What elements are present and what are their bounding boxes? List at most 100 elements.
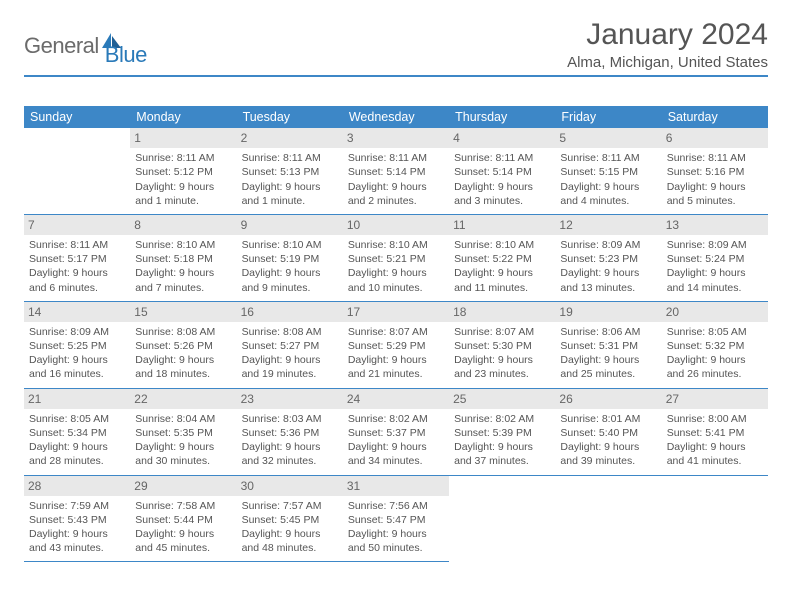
sunset-line: Sunset: 5:29 PM xyxy=(348,339,444,353)
calendar-cell: 17 Sunrise: 8:07 AMSunset: 5:29 PMDayligh… xyxy=(343,301,449,388)
sunset-line: Sunset: 5:19 PM xyxy=(242,252,338,266)
daylight-line-1: Daylight: 9 hours xyxy=(135,527,231,541)
sunset-line: Sunset: 5:15 PM xyxy=(560,165,656,179)
weekday-friday: Friday xyxy=(555,106,661,128)
daylight-line-1: Daylight: 9 hours xyxy=(348,353,444,367)
daylight-line-1: Daylight: 9 hours xyxy=(135,266,231,280)
calendar-table: SundayMondayTuesdayWednesdayThursdayFrid… xyxy=(24,106,768,562)
daylight-line-1: Daylight: 9 hours xyxy=(667,180,763,194)
sunrise-line: Sunrise: 7:57 AM xyxy=(242,499,338,513)
sunset-line: Sunset: 5:47 PM xyxy=(348,513,444,527)
calendar-cell: 12Sunrise: 8:09 AMSunset: 5:23 PMDayligh… xyxy=(555,214,661,301)
sunrise-line: Sunrise: 8:09 AM xyxy=(29,325,125,339)
day-details: Sunrise: 7:59 AMSunset: 5:43 PMDaylight:… xyxy=(28,499,126,556)
calendar-cell: 18Sunrise: 8:07 AMSunset: 5:30 PMDayligh… xyxy=(449,301,555,388)
sunset-line: Sunset: 5:40 PM xyxy=(560,426,656,440)
daylight-line-1: Daylight: 9 hours xyxy=(667,266,763,280)
day-details: Sunrise: 7:56 AMSunset: 5:47 PMDaylight:… xyxy=(347,499,445,556)
day-details: Sunrise: 8:07 AMSunset: 5:30 PMDaylight:… xyxy=(453,325,551,382)
sunset-line: Sunset: 5:21 PM xyxy=(348,252,444,266)
daylight-line-1: Daylight: 9 hours xyxy=(560,266,656,280)
daylight-line-2: and 23 minutes. xyxy=(454,367,550,381)
day-details: Sunrise: 8:11 AMSunset: 5:12 PMDaylight:… xyxy=(134,151,232,208)
calendar-body: 1Sunrise: 8:11 AMSunset: 5:12 PMDaylight… xyxy=(24,128,768,562)
sunrise-line: Sunrise: 7:56 AM xyxy=(348,499,444,513)
day-details: Sunrise: 8:10 AMSunset: 5:19 PMDaylight:… xyxy=(241,238,339,295)
calendar-cell: 21Sunrise: 8:05 AMSunset: 5:34 PMDayligh… xyxy=(24,388,130,475)
sunset-line: Sunset: 5:12 PM xyxy=(135,165,231,179)
daylight-line-1: Daylight: 9 hours xyxy=(454,266,550,280)
daylight-line-2: and 21 minutes. xyxy=(348,367,444,381)
daylight-line-2: and 6 minutes. xyxy=(29,281,125,295)
daylight-line-1: Daylight: 9 hours xyxy=(242,266,338,280)
calendar-row: 14 Sunrise: 8:09 AMSunset: 5:25 PM Dayligh… xyxy=(24,301,768,388)
daylight-line-1: Daylight: 9 hours xyxy=(29,266,125,280)
sunrise-line: Sunrise: 8:04 AM xyxy=(135,412,231,426)
daylight-line-2: and 50 minutes. xyxy=(348,541,444,555)
sunrise-line: Sunrise: 8:11 AM xyxy=(242,151,338,165)
calendar-cell: 29Sunrise: 7:58 AMSunset: 5:44 PMDayligh… xyxy=(130,475,236,562)
day-details: Sunrise: 8:10 AMSunset: 5:22 PMDaylight:… xyxy=(453,238,551,295)
day-number: 12 xyxy=(555,215,661,235)
daylight-line-2: and 11 minutes. xyxy=(454,281,550,295)
sunset-line: Sunset: 5:41 PM xyxy=(667,426,763,440)
daylight-line-1: Daylight: 9 hours xyxy=(348,266,444,280)
daylight-line-2: and 10 minutes. xyxy=(348,281,444,295)
sunrise-line: Sunrise: 8:10 AM xyxy=(135,238,231,252)
day-details: Sunrise: 8:02 AMSunset: 5:39 PMDaylight:… xyxy=(453,412,551,469)
calendar-cell: 7Sunrise: 8:11 AMSunset: 5:17 PMDaylight… xyxy=(24,214,130,301)
calendar-row: 7Sunrise: 8:11 AMSunset: 5:17 PMDaylight… xyxy=(24,214,768,301)
calendar-cell: 4Sunrise: 8:11 AMSunset: 5:14 PMDaylight… xyxy=(449,128,555,214)
day-number: 13 xyxy=(662,215,768,235)
daylight-line-2: and 18 minutes. xyxy=(135,367,231,381)
sunrise-line: Sunrise: 8:03 AM xyxy=(242,412,338,426)
sunrise-line: Sunrise: 7:59 AM xyxy=(29,499,125,513)
day-details: Sunrise: 8:03 AMSunset: 5:36 PMDaylight:… xyxy=(241,412,339,469)
day-details: Sunrise: 8:05 AMSunset: 5:34 PMDaylight:… xyxy=(28,412,126,469)
day-details: Sunrise: 8:08 AMSunset: 5:27 PMDaylight:… xyxy=(241,325,339,382)
day-number: 17 xyxy=(343,302,449,322)
daylight-line-2: and 28 minutes. xyxy=(29,454,125,468)
sunset-line: Sunset: 5:14 PM xyxy=(348,165,444,179)
daylight-line-2: and 34 minutes. xyxy=(348,454,444,468)
day-details: Sunrise: 8:11 AMSunset: 5:14 PMDaylight:… xyxy=(347,151,445,208)
day-number: 5 xyxy=(555,128,661,148)
day-number: 23 xyxy=(237,389,343,409)
sunrise-line: Sunrise: 8:06 AM xyxy=(560,325,656,339)
calendar-row: 21Sunrise: 8:05 AMSunset: 5:34 PMDayligh… xyxy=(24,388,768,475)
day-details: Sunrise: 8:04 AMSunset: 5:35 PMDaylight:… xyxy=(134,412,232,469)
calendar-cell: 28 Sunrise: 7:59 AMSunset: 5:43 PMDayligh… xyxy=(24,475,130,562)
calendar-cell: 22Sunrise: 8:04 AMSunset: 5:35 PMDayligh… xyxy=(130,388,236,475)
day-details: Sunrise: 8:06 AMSunset: 5:31 PMDaylight:… xyxy=(559,325,657,382)
sunset-line: Sunset: 5:17 PM xyxy=(29,252,125,266)
sunrise-line: Sunrise: 8:11 AM xyxy=(135,151,231,165)
calendar-cell: 15Sunrise: 8:08 AMSunset: 5:26 PMDayligh… xyxy=(130,301,236,388)
calendar-cell xyxy=(555,475,661,562)
day-details: Sunrise: 8:11 AMSunset: 5:15 PMDaylight:… xyxy=(559,151,657,208)
sunrise-line: Sunrise: 8:10 AM xyxy=(242,238,338,252)
sunset-line: Sunset: 5:25 PM xyxy=(29,339,125,353)
daylight-line-1: Daylight: 9 hours xyxy=(29,440,125,454)
day-number: 14 xyxy=(24,302,130,322)
title-block: January 2024 Alma, Michigan, United Stat… xyxy=(586,18,768,54)
daylight-line-2: and 41 minutes. xyxy=(667,454,763,468)
sunrise-line: Sunrise: 7:58 AM xyxy=(135,499,231,513)
calendar-cell: 19Sunrise: 8:06 AMSunset: 5:31 PMDayligh… xyxy=(555,301,661,388)
day-details: Sunrise: 8:11 AMSunset: 5:13 PMDaylight:… xyxy=(241,151,339,208)
day-number: 28 xyxy=(24,476,130,496)
day-details: Sunrise: 7:57 AMSunset: 5:45 PMDaylight:… xyxy=(241,499,339,556)
day-number: 4 xyxy=(449,128,555,148)
sunset-line: Sunset: 5:14 PM xyxy=(454,165,550,179)
day-number: 25 xyxy=(449,389,555,409)
sunrise-line: Sunrise: 8:07 AM xyxy=(348,325,444,339)
daylight-line-2: and 37 minutes. xyxy=(454,454,550,468)
sunrise-line: Sunrise: 8:10 AM xyxy=(348,238,444,252)
daylight-line-1: Daylight: 9 hours xyxy=(454,180,550,194)
weekday-saturday: Saturday xyxy=(662,106,768,128)
daylight-line-2: and 16 minutes. xyxy=(29,367,125,381)
sunrise-line: Sunrise: 8:02 AM xyxy=(348,412,444,426)
daylight-line-1: Daylight: 9 hours xyxy=(242,440,338,454)
weekday-monday: Monday xyxy=(130,106,236,128)
weekday-wednesday: Wednesday xyxy=(343,106,449,128)
daylight-line-2: and 30 minutes. xyxy=(135,454,231,468)
